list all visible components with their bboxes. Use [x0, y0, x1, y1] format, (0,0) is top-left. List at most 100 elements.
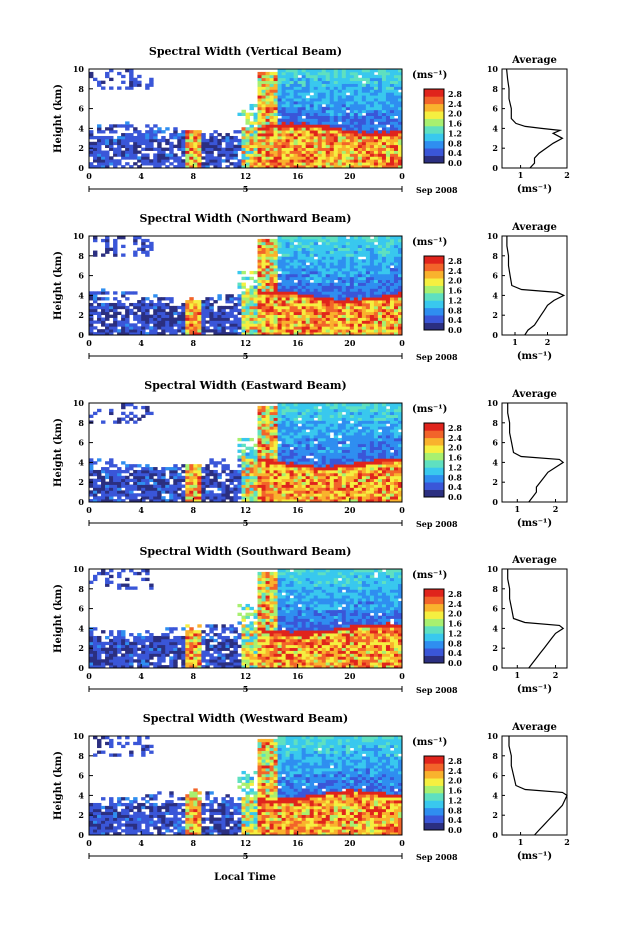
heatmap-cell — [397, 297, 403, 301]
heatmap-cell — [145, 297, 150, 301]
heatmap-cell — [261, 311, 266, 316]
heatmap-cell — [289, 426, 295, 430]
heatmap-cell — [113, 253, 118, 257]
heatmap-cell — [121, 305, 126, 310]
heatmap-cell — [213, 326, 218, 330]
heatmap-cell — [273, 270, 278, 275]
heatmap-cell — [233, 302, 238, 307]
heatmap-cell — [301, 414, 307, 418]
heatmap-cell — [257, 429, 262, 433]
heatmap-cell — [269, 408, 274, 413]
heatmap-cell — [385, 236, 391, 240]
heatmap-cell — [357, 469, 363, 474]
heatmap-cell — [293, 455, 299, 459]
heatmap-cell — [333, 80, 339, 84]
heatmap-cell — [297, 288, 303, 292]
heatmap-cell — [261, 162, 266, 166]
heatmap-cell — [385, 262, 391, 266]
heatmap-cell — [281, 244, 287, 249]
heatmap-cell — [93, 305, 98, 310]
heatmap-cell — [93, 236, 98, 240]
heatmap-cell — [241, 141, 246, 146]
heatmap-cell — [273, 156, 278, 160]
heatmap-cell — [285, 238, 291, 243]
heatmap-cell — [369, 112, 375, 116]
heatmap-cell — [337, 162, 343, 166]
heatmap-cell — [397, 165, 403, 169]
heatmap-cell — [301, 69, 307, 73]
heatmap-cell — [273, 153, 278, 157]
heatmap-cell — [89, 141, 94, 146]
heatmap-cell — [305, 144, 311, 149]
heatmap-cell — [277, 247, 283, 251]
heatmap-cell — [341, 446, 347, 450]
heatmap-cell — [245, 469, 250, 474]
heatmap-cell — [229, 496, 234, 500]
heatmap-cell — [341, 71, 347, 76]
heatmap-cell — [333, 268, 339, 272]
heatmap-cell — [265, 101, 270, 105]
heatmap-cell — [325, 273, 331, 278]
heatmap-cell — [369, 101, 375, 105]
heatmap-cell — [213, 320, 218, 324]
heatmap-cell — [337, 238, 343, 243]
heatmap-cell — [205, 496, 210, 500]
heatmap-cell — [333, 153, 339, 157]
heatmap-cell — [361, 458, 367, 462]
heatmap-cell — [201, 135, 206, 140]
heatmap-cell — [281, 127, 287, 131]
heatmap-cell — [325, 147, 331, 151]
heatmap-cell — [313, 423, 319, 427]
heatmap-cell — [265, 268, 270, 272]
heatmap-cell — [265, 159, 270, 163]
heatmap-cell — [293, 270, 299, 275]
heatmap-cell — [229, 135, 234, 140]
heatmap-cell — [389, 323, 395, 327]
heatmap-cell — [93, 294, 98, 298]
heatmap-cell — [233, 130, 238, 134]
heatmap-cell — [277, 305, 283, 310]
heatmap-cell — [261, 490, 266, 494]
heatmap-cell — [321, 475, 327, 480]
heatmap-cell — [313, 69, 319, 73]
heatmap-cell — [373, 147, 379, 151]
heatmap-cell — [393, 268, 399, 272]
heatmap-cell — [353, 417, 359, 421]
heatmap-cell — [357, 458, 363, 462]
heatmap-cell — [321, 411, 327, 416]
heatmap-cell — [329, 314, 335, 318]
heatmap-cell — [129, 124, 134, 128]
heatmap-cell — [357, 487, 363, 491]
heatmap-cell — [97, 499, 102, 503]
heatmap-cell — [393, 311, 399, 316]
heatmap-cell — [333, 329, 339, 333]
heatmap-cell — [389, 285, 395, 289]
heatmap-cell — [385, 302, 391, 307]
heatmap-cell — [337, 429, 343, 433]
heatmap-cell — [301, 446, 307, 450]
heatmap-cell — [265, 130, 270, 134]
heatmap-cell — [293, 467, 299, 471]
heatmap-cell — [301, 464, 307, 468]
heatmap-cell — [93, 250, 98, 254]
heatmap-cell — [365, 250, 371, 254]
heatmap-cell — [281, 92, 287, 96]
heatmap-cell — [165, 478, 170, 483]
heatmap-cell — [357, 270, 363, 275]
heatmap-cell — [349, 308, 355, 313]
heatmap-cell — [381, 98, 387, 102]
heatmap-cell — [285, 432, 291, 436]
heatmap-cell — [313, 469, 319, 474]
heatmap-cell — [385, 256, 391, 260]
heatmap-cell — [265, 121, 270, 125]
heatmap-cell — [157, 493, 162, 497]
heatmap-cell — [257, 265, 262, 269]
heatmap-cell — [309, 487, 315, 491]
heatmap-cell — [265, 109, 270, 114]
heatmap-cell — [161, 150, 166, 154]
heatmap-cell — [301, 490, 307, 494]
heatmap-cell — [305, 162, 311, 166]
heatmap-cell — [265, 326, 270, 330]
heatmap-cell — [249, 452, 254, 456]
heatmap-cell — [281, 138, 287, 143]
